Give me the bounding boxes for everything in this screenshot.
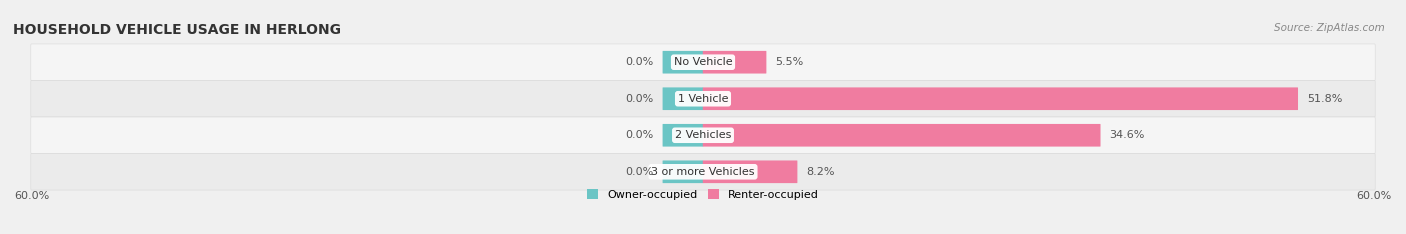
FancyBboxPatch shape [703,161,797,183]
Text: 1 Vehicle: 1 Vehicle [678,94,728,104]
FancyBboxPatch shape [31,44,1375,80]
FancyBboxPatch shape [662,124,703,146]
FancyBboxPatch shape [662,161,703,183]
Text: 8.2%: 8.2% [807,167,835,177]
Text: 0.0%: 0.0% [626,57,654,67]
Text: 51.8%: 51.8% [1308,94,1343,104]
Text: 3 or more Vehicles: 3 or more Vehicles [651,167,755,177]
Text: HOUSEHOLD VEHICLE USAGE IN HERLONG: HOUSEHOLD VEHICLE USAGE IN HERLONG [13,23,340,37]
Text: 0.0%: 0.0% [626,94,654,104]
Text: 34.6%: 34.6% [1109,130,1144,140]
FancyBboxPatch shape [662,88,703,110]
Text: 0.0%: 0.0% [626,130,654,140]
FancyBboxPatch shape [31,80,1375,117]
FancyBboxPatch shape [703,88,1298,110]
FancyBboxPatch shape [31,154,1375,190]
Text: Source: ZipAtlas.com: Source: ZipAtlas.com [1274,23,1385,33]
FancyBboxPatch shape [703,51,766,73]
Legend: Owner-occupied, Renter-occupied: Owner-occupied, Renter-occupied [582,185,824,204]
Text: 2 Vehicles: 2 Vehicles [675,130,731,140]
Text: 60.0%: 60.0% [14,191,49,201]
FancyBboxPatch shape [662,51,703,73]
Text: 5.5%: 5.5% [775,57,804,67]
Text: 0.0%: 0.0% [626,167,654,177]
FancyBboxPatch shape [703,124,1101,146]
Text: No Vehicle: No Vehicle [673,57,733,67]
Text: 60.0%: 60.0% [1357,191,1392,201]
FancyBboxPatch shape [31,117,1375,154]
